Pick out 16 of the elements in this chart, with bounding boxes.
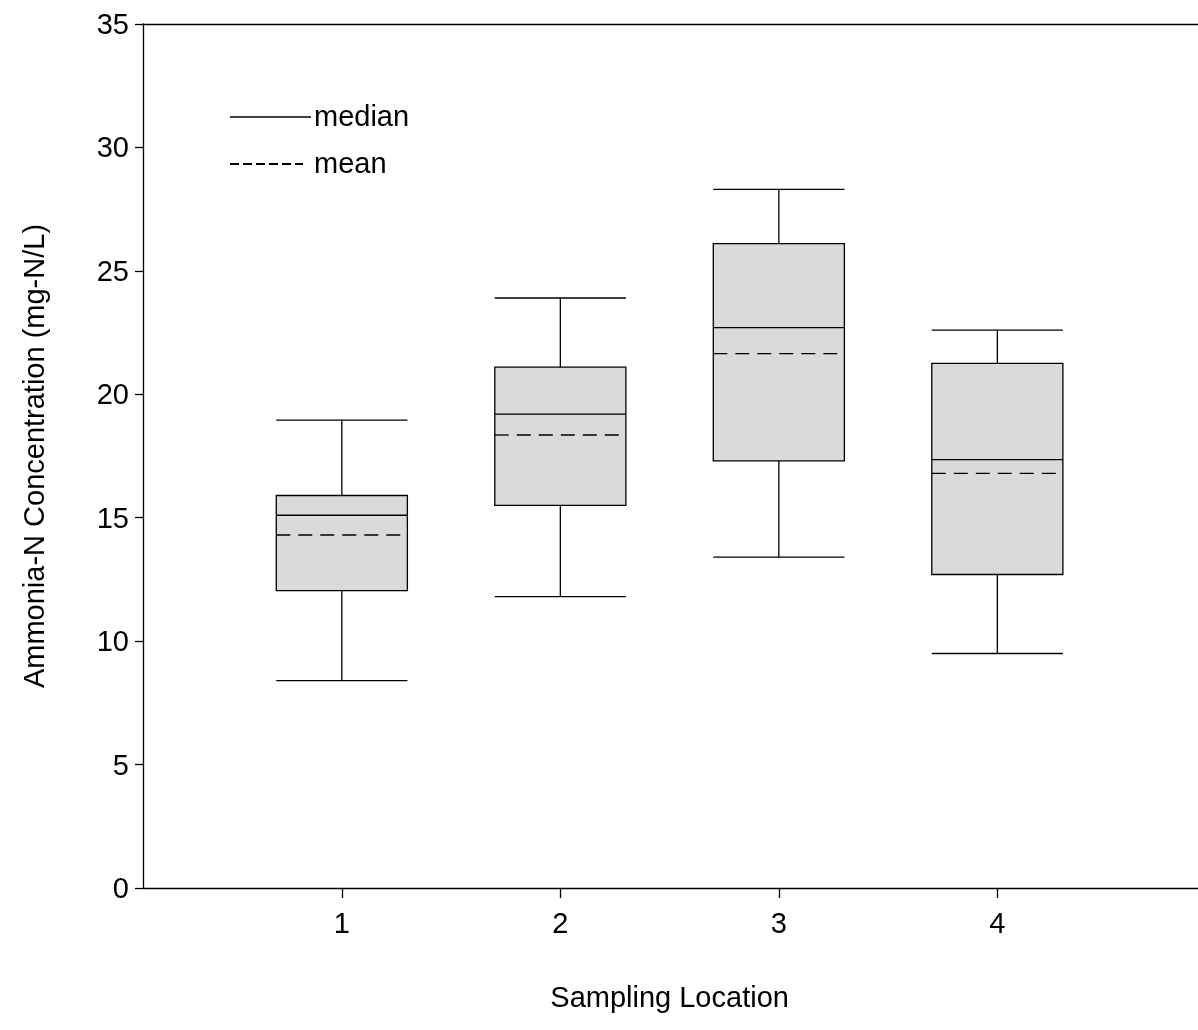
y-tick-label: 15: [96, 501, 129, 534]
x-tick-label: 1: [333, 906, 350, 939]
annotation: median: [314, 99, 410, 132]
y-tick-label: 25: [96, 254, 129, 287]
y-tick-label: 30: [96, 131, 129, 164]
annotation: mean: [314, 146, 387, 179]
y-tick-label: 0: [112, 872, 129, 904]
y-tick-label: 5: [112, 748, 129, 781]
x-tick-label: 4: [989, 906, 1006, 939]
y-tick-label: 10: [96, 625, 129, 658]
y-tick-label: 35: [96, 8, 129, 40]
y-axis-title: Ammonia-N Concentration (mg-N/L): [17, 223, 50, 689]
x-axis-title: Sampling Location: [550, 980, 789, 1013]
x-tick-label: 3: [770, 906, 787, 939]
x-tick-label: 2: [552, 906, 569, 939]
y-tick-label: 20: [96, 378, 129, 411]
